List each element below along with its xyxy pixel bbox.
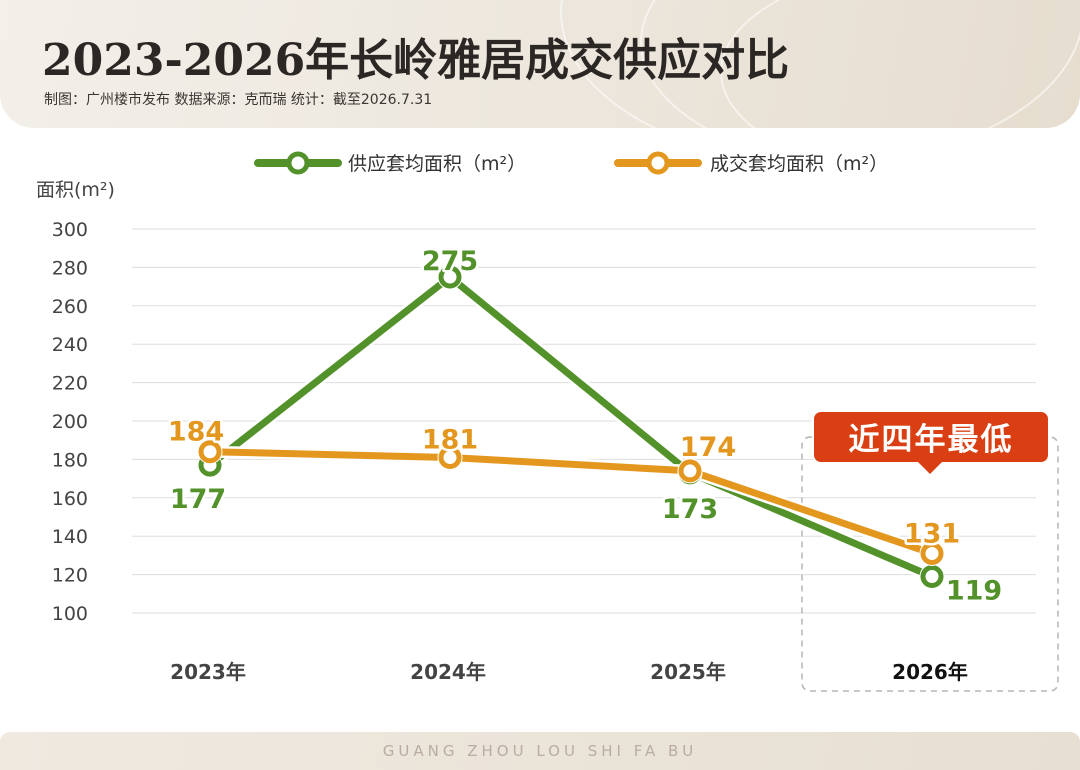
y-tick-140: 140 bbox=[52, 526, 88, 548]
callout-text: 近四年最低 bbox=[849, 422, 1014, 458]
point-1-0 bbox=[198, 440, 222, 464]
page-title: 2023-2026年长岭雅居成交供应对比 bbox=[42, 35, 790, 86]
callout-pointer bbox=[918, 462, 942, 474]
data-label-1-1: 181 bbox=[422, 424, 478, 455]
data-label-1-0: 184 bbox=[168, 417, 224, 448]
line-chart: 300 280 260 240 220 200 180 160 140 120 100 面积(m²)… bbox=[36, 151, 1059, 692]
footer-brand: GUANG ZHOU LOU SHI FA BU bbox=[0, 732, 1080, 770]
x-tick-3: 2026年 bbox=[892, 660, 968, 684]
x-axis-ticks: 2023年 2024年 2025年 2026年 bbox=[170, 660, 968, 684]
page-subtitle: 制图：广州楼市发布 数据来源：克而瑞 统计：截至2026.7.31 bbox=[44, 92, 433, 108]
point-1-2 bbox=[678, 459, 702, 483]
y-axis-label: 面积(m²) bbox=[36, 179, 115, 201]
y-axis-ticks: 300 280 260 240 220 200 180 160 140 120 100 bbox=[52, 219, 88, 625]
y-tick-180: 180 bbox=[52, 449, 88, 471]
y-tick-200: 200 bbox=[52, 411, 88, 433]
data-labels: 177 275 173 119 184 181 174 131 bbox=[165, 244, 1004, 610]
data-label-0-0: 177 bbox=[170, 484, 226, 515]
highlight-region bbox=[801, 436, 1059, 692]
y-tick-220: 220 bbox=[52, 373, 88, 395]
series-line-0 bbox=[206, 273, 936, 581]
legend-marker-1 bbox=[646, 151, 670, 175]
y-tick-160: 160 bbox=[52, 488, 88, 510]
x-tick-1: 2024年 bbox=[410, 660, 486, 684]
legend: 供应套均面积（m²） 成交套均面积（m²） bbox=[254, 151, 888, 175]
series-lines bbox=[197, 264, 945, 590]
annotation-callout: 近四年最低 bbox=[812, 410, 1050, 474]
data-label-0-1: 275 bbox=[422, 246, 478, 277]
y-tick-240: 240 bbox=[52, 334, 88, 356]
data-label-1-3: 131 bbox=[904, 518, 960, 549]
data-label-0-2: 173 bbox=[662, 494, 718, 525]
highlight-box bbox=[801, 436, 1059, 692]
header-banner: 2023-2026年长岭雅居成交供应对比 制图：广州楼市发布 数据来源：克而瑞 … bbox=[0, 0, 1080, 128]
legend-label-0: 供应套均面积（m²） bbox=[348, 153, 526, 175]
data-label-1-2: 174 bbox=[680, 432, 736, 463]
legend-label-1: 成交套均面积（m²） bbox=[710, 153, 888, 175]
y-tick-120: 120 bbox=[52, 565, 88, 587]
y-tick-260: 260 bbox=[52, 296, 88, 318]
point-1-1 bbox=[438, 445, 462, 469]
x-tick-2: 2025年 bbox=[650, 660, 726, 684]
y-tick-300: 300 bbox=[52, 219, 88, 241]
legend-marker-0 bbox=[286, 151, 310, 175]
point-1-3 bbox=[920, 541, 944, 565]
y-tick-280: 280 bbox=[52, 257, 88, 279]
y-tick-100: 100 bbox=[52, 603, 88, 625]
point-0-3 bbox=[920, 565, 944, 589]
x-tick-0: 2023年 bbox=[170, 660, 246, 684]
series-line-1 bbox=[206, 448, 936, 557]
data-label-0-3: 119 bbox=[946, 576, 1002, 607]
point-0-1 bbox=[438, 265, 462, 289]
